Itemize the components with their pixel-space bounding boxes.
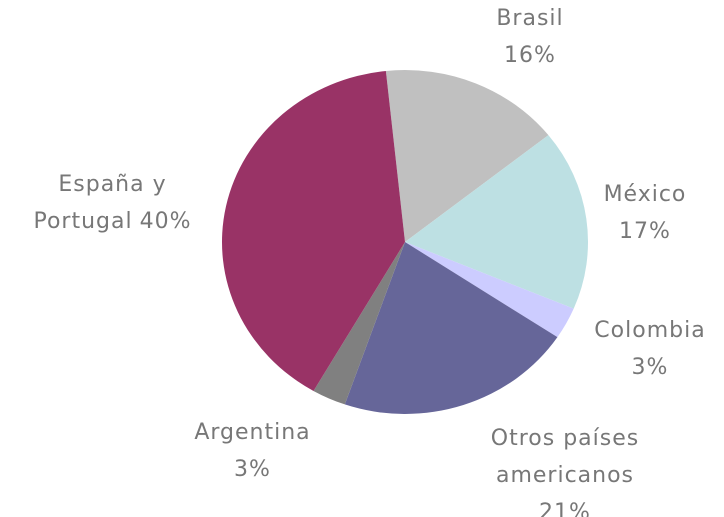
value-label: 16% bbox=[504, 43, 556, 68]
category-name: España y Portugal bbox=[33, 172, 167, 234]
pie-slice bbox=[313, 242, 405, 405]
category-name: Argentina bbox=[194, 420, 311, 445]
category-name: Colombia bbox=[594, 318, 706, 343]
value-label: 40% bbox=[139, 209, 192, 234]
slice-label: Otros países americanos 21% bbox=[465, 420, 665, 517]
slice-label: España y Portugal 40% bbox=[0, 166, 225, 240]
slice-label: México 17% bbox=[570, 176, 720, 250]
pie-slice bbox=[222, 70, 405, 391]
value-label: 3% bbox=[631, 355, 669, 380]
pie-slice bbox=[405, 242, 574, 338]
slice-label: Brasil 16% bbox=[460, 0, 600, 74]
category-name: Brasil bbox=[496, 6, 564, 31]
category-name: Otros países americanos bbox=[490, 426, 640, 488]
slice-label: Colombia 3% bbox=[570, 312, 724, 386]
value-label: 17% bbox=[619, 219, 671, 244]
value-label: 3% bbox=[234, 457, 271, 482]
value-label: 21% bbox=[539, 500, 591, 517]
pie-slice bbox=[385, 69, 549, 242]
pie-slice bbox=[405, 135, 588, 309]
slice-label: Argentina 3% bbox=[160, 414, 345, 488]
pie-slice bbox=[344, 242, 558, 414]
category-name: México bbox=[603, 182, 687, 207]
